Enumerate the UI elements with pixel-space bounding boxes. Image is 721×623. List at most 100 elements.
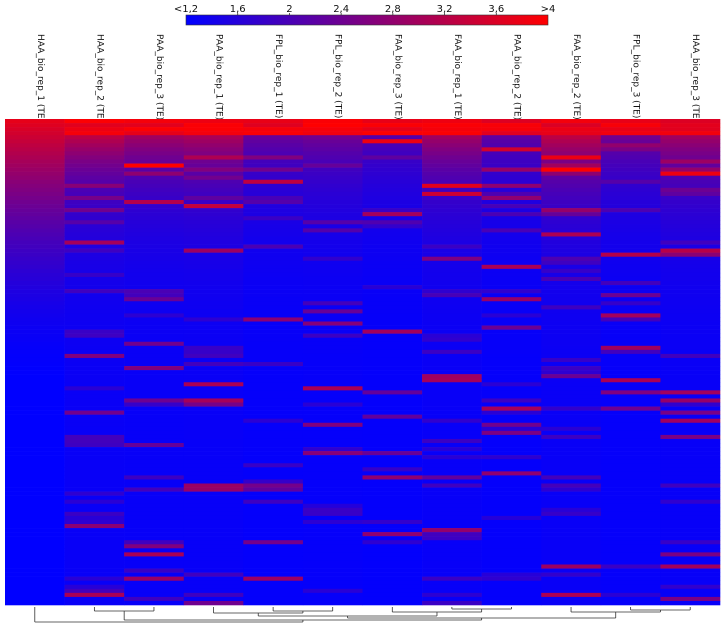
heatmap-cell: [302, 430, 363, 436]
heatmap-cell: [660, 451, 721, 456]
heatmap-cell: [362, 576, 423, 581]
heatmap-cell: [362, 491, 423, 496]
heatmap-cell: [302, 256, 363, 262]
heatmap-cell: [64, 592, 125, 598]
heatmap-cell: [302, 301, 363, 306]
heatmap-cell: [124, 524, 185, 529]
heatmap-cell: [302, 370, 363, 375]
heatmap-cell: [362, 479, 423, 484]
heatmap-cell: [5, 390, 65, 395]
heatmap-cell: [183, 325, 244, 330]
heatmap-cell: [600, 264, 661, 270]
heatmap-cell: [64, 382, 125, 387]
heatmap-cell: [64, 143, 125, 148]
heatmap-cell: [243, 183, 304, 189]
heatmap-cell: [541, 289, 602, 294]
heatmap-cell: [124, 479, 185, 484]
heatmap-cell: [64, 244, 125, 249]
heatmap-cell: [64, 179, 125, 185]
heatmap-cell: [481, 370, 542, 375]
heatmap-cell: [5, 467, 65, 472]
heatmap-cell: [124, 228, 185, 233]
heatmap-cell: [481, 572, 542, 577]
heatmap-cell: [5, 272, 65, 278]
heatmap-cell: [541, 410, 602, 415]
heatmap-cell: [243, 467, 304, 472]
heatmap-cell: [362, 519, 423, 525]
heatmap-cell: [660, 208, 721, 213]
heatmap-cell: [243, 244, 304, 249]
heatmap-cell: [660, 216, 721, 221]
heatmap-cell: [64, 479, 125, 484]
heatmap-cell: [302, 212, 363, 217]
heatmap-cell: [183, 564, 244, 569]
heatmap-cell: [660, 600, 721, 606]
heatmap-cell: [422, 264, 482, 270]
heatmap-cell: [600, 139, 661, 144]
heatmap-cell: [302, 163, 363, 168]
heatmap-cell: [5, 321, 65, 326]
heatmap-cell: [481, 438, 542, 444]
heatmap-cell: [243, 220, 304, 225]
heatmap-cell: [660, 455, 721, 460]
heatmap-cell: [5, 305, 65, 310]
heatmap-cell: [362, 317, 423, 322]
heatmap-cell: [481, 390, 542, 395]
heatmap-cell: [302, 200, 363, 205]
heatmap-cell: [64, 349, 125, 355]
heatmap-cell: [422, 195, 482, 201]
heatmap-cell: [541, 390, 602, 395]
heatmap-cell: [183, 414, 244, 419]
heatmap-cell: [302, 414, 363, 419]
heatmap-cell: [243, 552, 304, 557]
heatmap-cell: [302, 540, 363, 545]
heatmap-cell: [64, 584, 125, 590]
heatmap-cell: [660, 353, 721, 359]
heatmap-cell: [481, 224, 542, 229]
heatmap-cell: [422, 232, 482, 237]
heatmap-cell: [243, 564, 304, 569]
heatmap-cell: [422, 499, 482, 505]
heatmap-cell: [302, 592, 363, 598]
heatmap-cell: [183, 301, 244, 306]
heatmap-cell: [5, 289, 65, 294]
heatmap-cell: [422, 398, 482, 403]
heatmap-cell: [660, 471, 721, 476]
heatmap-cell: [5, 495, 65, 500]
heatmap-cell: [124, 366, 185, 371]
heatmap-cell: [481, 410, 542, 415]
heatmap-cell: [302, 341, 363, 347]
heatmap-cell: [422, 252, 482, 257]
heatmap-cell: [243, 281, 304, 286]
heatmap-cell: [422, 471, 482, 476]
heatmap-cell: [183, 297, 244, 302]
heatmap-cell: [5, 366, 65, 371]
heatmap-cell: [64, 301, 125, 306]
heatmap-cell: [124, 507, 185, 513]
heatmap-cell: [600, 455, 661, 460]
heatmap-cell: [124, 264, 185, 270]
heatmap-cell: [5, 353, 65, 359]
heatmap-cell: [422, 463, 482, 468]
heatmap-cell: [362, 499, 423, 505]
heatmap-cell: [302, 260, 363, 266]
heatmap-cell: [302, 147, 363, 152]
heatmap-cell: [481, 378, 542, 383]
heatmap-cell: [243, 171, 304, 176]
heatmap-cell: [422, 313, 482, 318]
heatmap-cell: [660, 515, 721, 521]
heatmap-cell: [660, 402, 721, 407]
heatmap-cell: [600, 127, 661, 132]
heatmap-cell: [302, 418, 363, 424]
heatmap-cell: [5, 362, 65, 367]
heatmap-cell: [243, 592, 304, 598]
heatmap-cell: [5, 556, 65, 561]
column-label: PAA_bio_rep_1 (TE): [214, 34, 224, 120]
heatmap-cell: [600, 447, 661, 452]
heatmap-cell: [243, 195, 304, 201]
heatmap-cell: [302, 297, 363, 302]
heatmap-cell: [481, 503, 542, 509]
heatmap-cell: [600, 220, 661, 225]
heatmap-cell: [422, 191, 482, 197]
heatmap-cell: [660, 418, 721, 424]
